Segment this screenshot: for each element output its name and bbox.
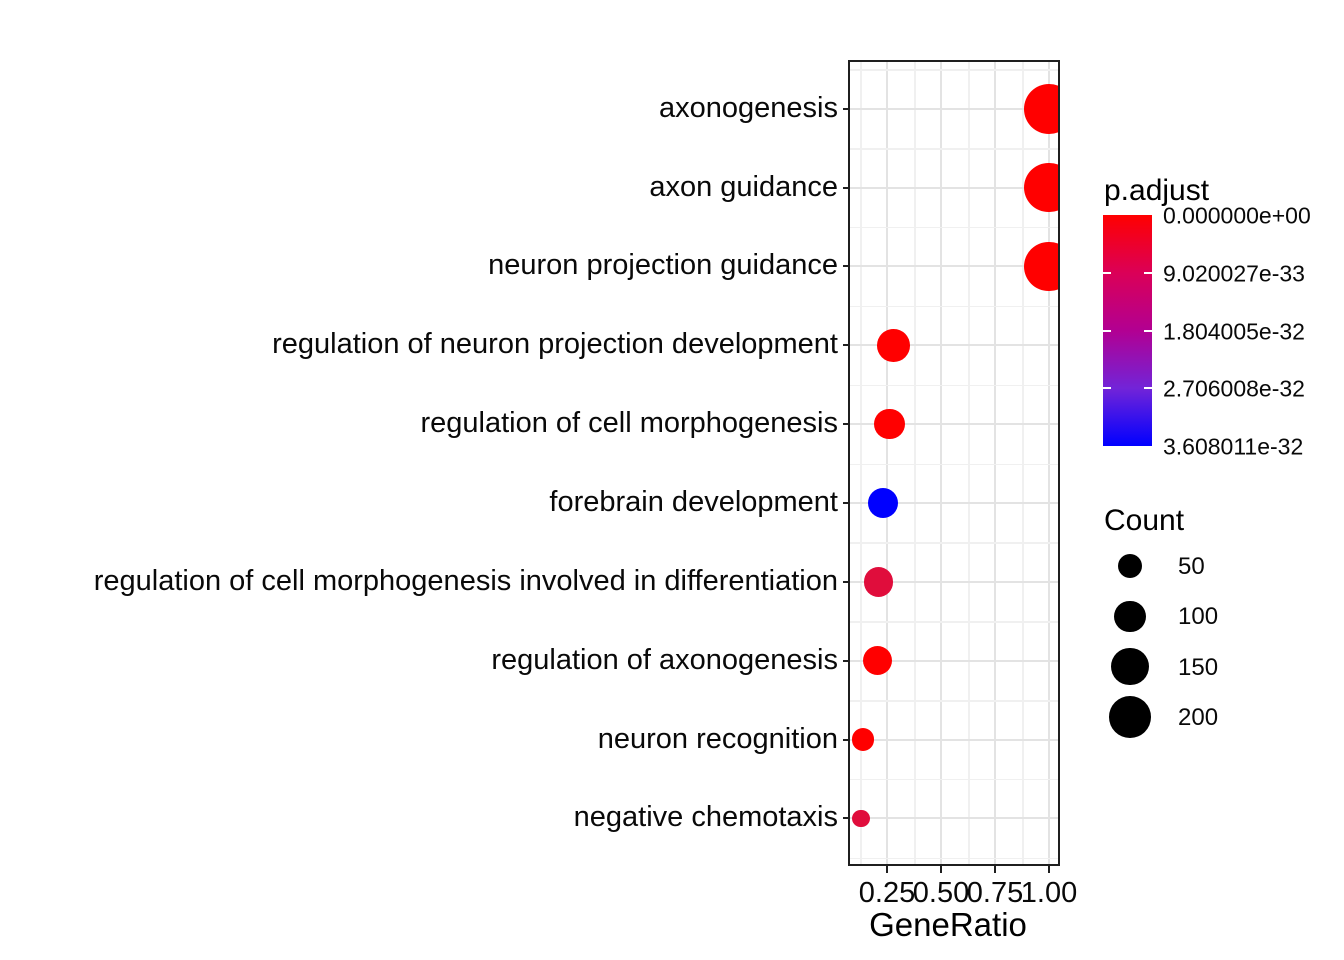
colorbar-tick-label: 0.000000e+00 xyxy=(1163,202,1311,229)
y-tick-mark xyxy=(843,186,850,189)
data-point xyxy=(1024,83,1058,134)
y-axis-label: regulation of axonogenesis xyxy=(491,643,838,676)
minor-gridline xyxy=(860,62,862,864)
minor-gridline xyxy=(850,542,1058,544)
count-legend-circle xyxy=(1117,553,1143,579)
minor-gridline xyxy=(1022,62,1024,864)
count-legend-label: 100 xyxy=(1178,603,1219,631)
minor-gridline xyxy=(914,62,916,864)
major-gridline xyxy=(850,423,1058,426)
minor-gridline xyxy=(850,857,1058,860)
x-tick-label: 1.00 xyxy=(1020,877,1078,909)
data-point xyxy=(1024,241,1058,292)
x-tick-label: 0.25 xyxy=(858,877,916,909)
x-tick-mark xyxy=(994,866,996,873)
minor-gridline xyxy=(850,463,1058,466)
major-gridline xyxy=(850,501,1058,504)
y-axis-label: negative chemotaxis xyxy=(573,801,838,834)
data-point xyxy=(862,645,892,676)
major-gridline xyxy=(940,62,942,864)
x-tick-label: 0.50 xyxy=(912,877,970,909)
padjust-legend-title: p.adjust xyxy=(1104,174,1210,207)
colorbar-tick-mark xyxy=(1144,271,1152,274)
y-tick-mark xyxy=(843,107,850,110)
colorbar-tick-label: 1.804005e-32 xyxy=(1163,318,1305,344)
major-gridline xyxy=(850,659,1058,662)
count-legend-label: 150 xyxy=(1178,653,1219,681)
y-tick-mark xyxy=(843,738,850,741)
colorbar-tick-mark xyxy=(1103,329,1111,332)
data-point xyxy=(852,809,870,828)
y-axis-label: axonogenesis xyxy=(659,91,838,124)
minor-gridline xyxy=(850,305,1058,308)
y-tick-mark xyxy=(843,501,850,504)
x-tick-mark xyxy=(940,866,942,873)
minor-gridline xyxy=(850,778,1058,781)
major-gridline xyxy=(850,107,1058,110)
major-gridline xyxy=(850,344,1058,347)
data-point xyxy=(873,408,905,440)
count-legend-circle xyxy=(1111,648,1149,686)
minor-gridline xyxy=(850,621,1058,623)
minor-gridline xyxy=(850,69,1058,71)
minor-gridline xyxy=(850,226,1058,229)
count-legend-label: 200 xyxy=(1178,703,1219,731)
major-gridline xyxy=(850,738,1058,741)
major-gridline xyxy=(994,62,996,864)
plot-panel xyxy=(848,60,1060,866)
x-tick-mark xyxy=(1048,866,1050,873)
major-gridline xyxy=(850,265,1058,268)
minor-gridline xyxy=(850,148,1058,150)
colorbar-tick-mark xyxy=(1144,387,1152,390)
x-axis-title: GeneRatio xyxy=(869,906,1027,943)
y-tick-mark xyxy=(843,265,850,268)
y-axis-label: neuron recognition xyxy=(597,722,838,755)
major-gridline xyxy=(1048,62,1050,864)
y-tick-mark xyxy=(843,344,850,347)
count-legend-circle xyxy=(1109,696,1151,738)
data-point xyxy=(867,487,898,518)
major-gridline xyxy=(886,62,888,864)
major-gridline xyxy=(850,817,1058,820)
y-tick-mark xyxy=(843,817,850,820)
colorbar-tick-label: 9.020027e-33 xyxy=(1163,260,1305,287)
colorbar-tick-label: 2.706008e-32 xyxy=(1163,375,1305,402)
major-gridline xyxy=(850,580,1058,583)
minor-gridline xyxy=(850,384,1058,387)
y-tick-mark xyxy=(843,423,850,426)
y-axis-label: regulation of cell morphogenesis xyxy=(420,406,838,439)
minor-gridline xyxy=(968,62,970,864)
count-legend-label: 50 xyxy=(1178,553,1205,580)
y-axis-label: axon guidance xyxy=(649,170,838,203)
major-gridline xyxy=(850,186,1058,189)
colorbar-tick-mark xyxy=(1144,329,1152,332)
count-legend-title: Count xyxy=(1104,504,1185,537)
y-axis-label: forebrain development xyxy=(549,485,838,518)
data-point xyxy=(852,728,875,751)
y-axis-label: regulation of cell morphogenesis involve… xyxy=(93,564,838,597)
data-point xyxy=(1024,162,1058,213)
x-tick-mark xyxy=(886,866,888,873)
padjust-colorbar xyxy=(1103,215,1152,446)
colorbar-tick-label: 3.608011e-32 xyxy=(1163,433,1304,460)
data-point xyxy=(863,567,894,597)
y-tick-mark xyxy=(843,580,850,583)
y-axis-label: neuron projection guidance xyxy=(488,249,838,282)
minor-gridline xyxy=(850,700,1058,702)
data-point xyxy=(877,328,910,362)
colorbar-tick-mark xyxy=(1103,271,1111,274)
y-tick-mark xyxy=(843,659,850,662)
count-legend-circle xyxy=(1114,600,1146,632)
y-axis-label: regulation of neuron projection developm… xyxy=(272,328,838,361)
colorbar-tick-mark xyxy=(1103,387,1111,390)
x-tick-label: 0.75 xyxy=(966,877,1024,909)
